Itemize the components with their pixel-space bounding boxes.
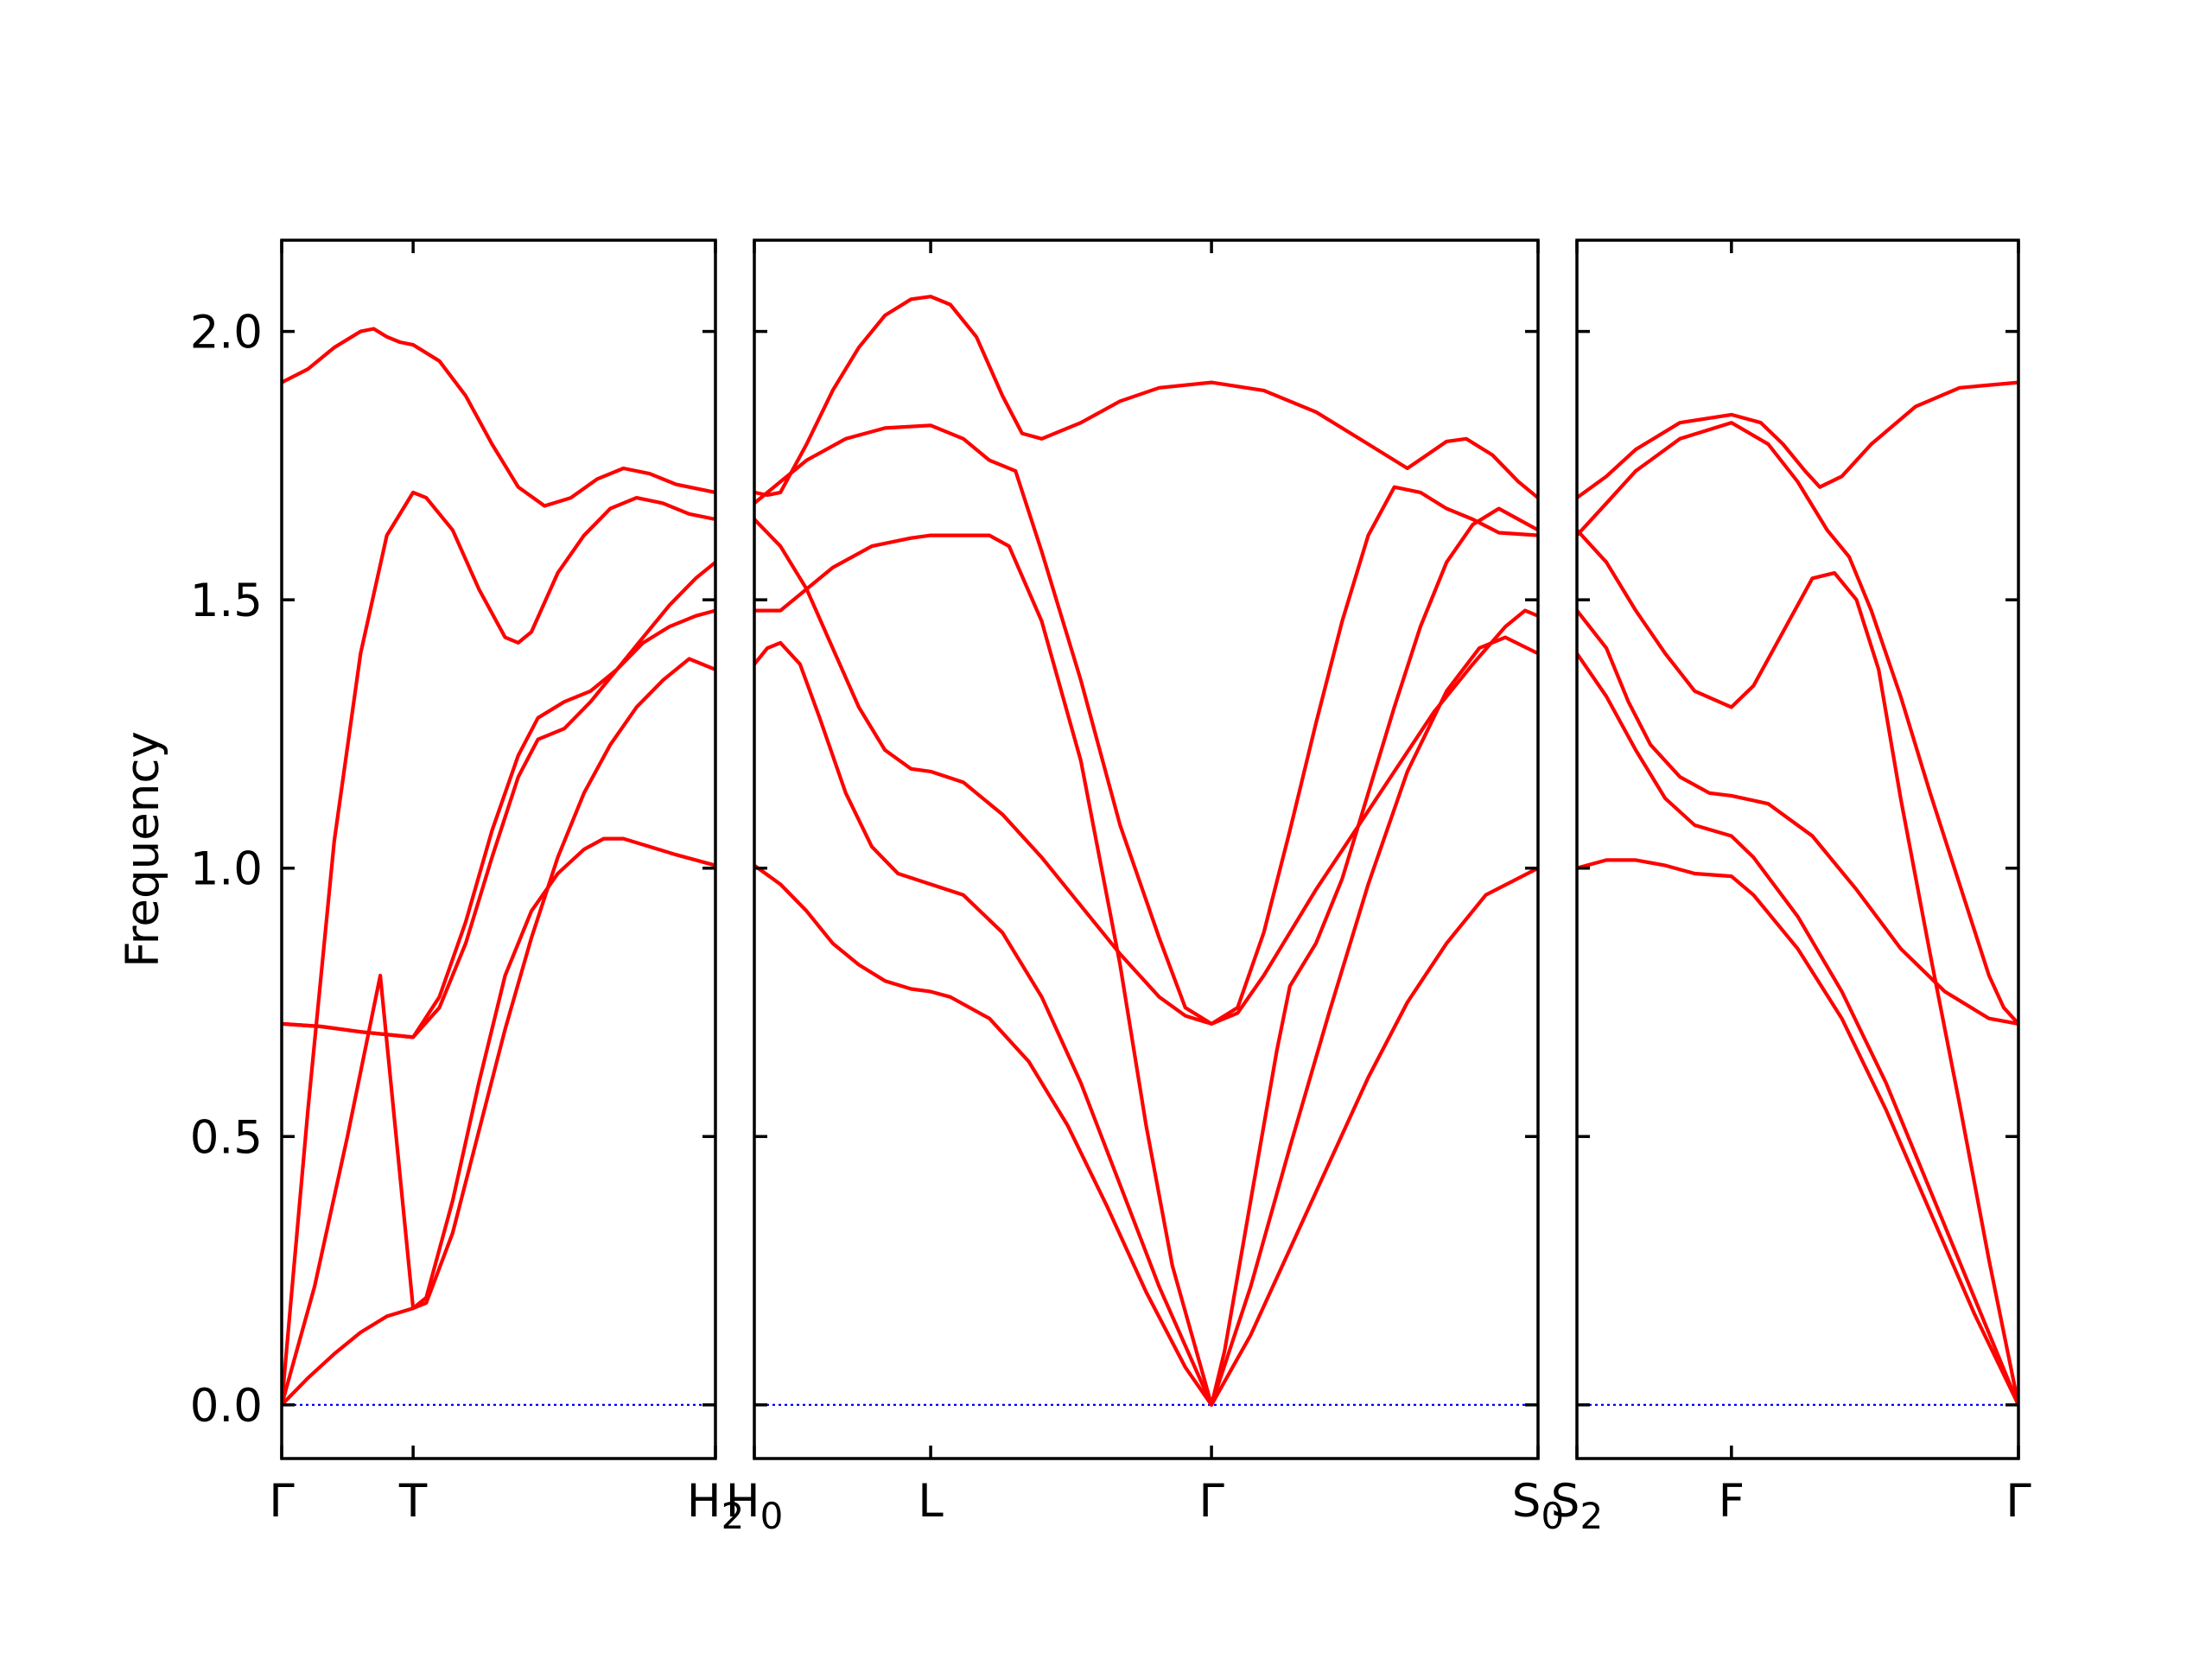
band-line-2 <box>754 635 1538 1407</box>
x-tick-label-subscript: 2 <box>721 1495 745 1537</box>
x-tick-label-main: H <box>687 1475 721 1528</box>
x-tick-label-main: L <box>918 1475 944 1528</box>
x-tick-label-main: H <box>726 1475 760 1528</box>
x-tick-label-main: Γ <box>1198 1475 1224 1528</box>
panel-h0-l-gamma-s0: H0 L Γ S0 <box>726 238 1564 1537</box>
y-tick-label: 0.0 <box>190 1380 263 1433</box>
x-tick-label-main: Γ <box>2005 1475 2031 1528</box>
x-tick-label: H2 <box>687 1475 745 1537</box>
x-tick-label: Γ <box>269 1475 295 1528</box>
y-tick-label: 1.5 <box>190 575 263 627</box>
band-line-4 <box>282 608 715 1039</box>
bands <box>282 327 715 1407</box>
x-tick-label-subscript: 0 <box>1541 1495 1564 1537</box>
band-line-1 <box>1577 858 2018 1407</box>
band-line-4 <box>1577 528 2018 1407</box>
x-tick-label-subscript: 2 <box>1580 1495 1603 1537</box>
bands <box>1577 380 2018 1407</box>
x-tick-label: S0 <box>1512 1475 1564 1537</box>
band-line-4 <box>754 506 1538 1407</box>
y-tick-label: 2.0 <box>190 307 263 359</box>
x-tick-label-main: Γ <box>269 1475 295 1528</box>
band-line-2 <box>1577 652 2018 1407</box>
band-line-5 <box>282 560 715 1039</box>
y-tick-label: 1.0 <box>190 843 263 896</box>
band-line-5 <box>1577 421 2018 1026</box>
band-line-2 <box>282 657 715 1407</box>
panel-frame <box>753 238 1540 1460</box>
x-tick-label: H0 <box>726 1475 784 1537</box>
x-tick-label-main: S <box>1551 1475 1580 1528</box>
y-axis-layer: Frequency 0.0 0.5 1.0 1.5 2.0 <box>117 307 263 1433</box>
band-line-5 <box>754 423 1538 1026</box>
panel-frame <box>280 238 717 1460</box>
band-line-6 <box>754 295 1538 500</box>
x-tick-label: S2 <box>1551 1475 1603 1537</box>
x-tick-label: Γ <box>1198 1475 1224 1528</box>
y-tick-label: 0.5 <box>190 1111 263 1164</box>
x-tick-label: Γ <box>2005 1475 2031 1528</box>
band-line-6 <box>282 327 715 508</box>
band-line-6 <box>1577 380 2018 500</box>
x-tick-label-main: F <box>1719 1475 1745 1528</box>
band-line-3 <box>282 490 715 1407</box>
x-tick-label: L <box>918 1475 944 1528</box>
band-line-3 <box>754 517 1538 1026</box>
y-axis-title: Frequency <box>117 731 169 968</box>
x-tick-label: T <box>398 1475 428 1528</box>
panel-gamma-t-h2: Γ T H2 <box>269 238 745 1537</box>
panel-frame <box>1575 238 2020 1460</box>
bands <box>754 295 1538 1407</box>
panel-s2-f-gamma: S2 F Γ <box>1551 238 2031 1537</box>
band-line-1 <box>282 836 715 1407</box>
band-line-3 <box>1577 608 2018 1026</box>
x-tick-label-main: T <box>398 1475 428 1528</box>
x-tick-label: F <box>1719 1475 1745 1528</box>
x-tick-label-main: S <box>1512 1475 1541 1528</box>
x-tick-label-subscript: 0 <box>760 1495 784 1537</box>
band-line-1 <box>754 863 1538 1407</box>
